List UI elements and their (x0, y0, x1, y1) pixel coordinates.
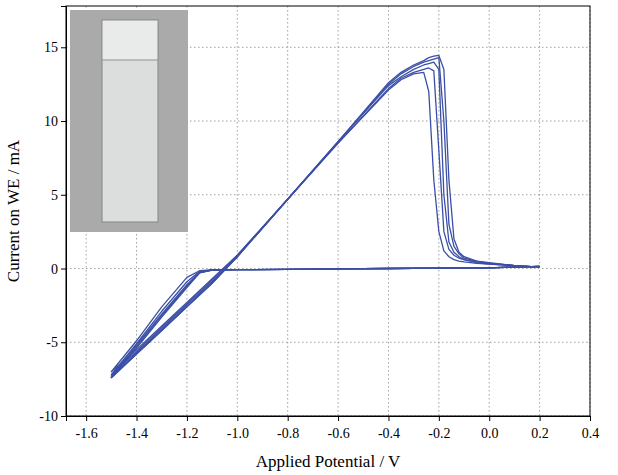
inset-photo (70, 10, 188, 232)
y-axis: -10 -5 0 5 10 15 (39, 7, 66, 424)
y-tick-mark (61, 416, 66, 417)
x-tick-label: -0.2 (428, 426, 450, 441)
y-tick: 5 (51, 188, 66, 203)
x-tick: 0.0 (481, 416, 499, 441)
grid (66, 6, 590, 416)
x-tick: -1.4 (126, 416, 148, 441)
x-tick-label: -0.6 (327, 426, 349, 441)
x-tick: -1.2 (176, 416, 198, 441)
y-tick: 0 (51, 261, 66, 276)
photo-background (70, 10, 188, 232)
x-tick-label: 0.2 (531, 426, 549, 441)
y-tick: -5 (46, 335, 66, 350)
x-tick: -0.6 (327, 416, 349, 441)
y-tick: -10 (39, 409, 66, 424)
grid-line-x (338, 6, 339, 416)
y-tick-mark (61, 121, 66, 122)
y-axis-title: Current on WE / mA (4, 139, 23, 282)
plot: -1.6 -1.4 -1.2 -1.0 -0.8 -0.6 -0.4 -0.2 0.0 0.2 0.… (39, 6, 599, 441)
x-tick-label: -0.4 (378, 426, 400, 441)
x-tick: -0.8 (277, 416, 299, 441)
y-tick-label: -10 (39, 409, 58, 424)
x-tick: 0.4 (582, 416, 600, 441)
x-tick-label: -1.2 (176, 426, 198, 441)
y-tick-label: 15 (44, 40, 58, 55)
x-tick-mark (86, 416, 87, 421)
x-tick-label: -1.4 (126, 426, 148, 441)
x-tick: -1.6 (76, 416, 98, 441)
x-tick: -0.2 (428, 416, 450, 441)
x-tick-mark (288, 416, 289, 421)
grid-line-x (287, 6, 288, 416)
x-tick-mark (439, 416, 440, 421)
y-tick-label: 5 (51, 188, 58, 203)
x-tick-label: -0.8 (277, 426, 299, 441)
y-tick-mark (61, 47, 66, 48)
x-axis: -1.6 -1.4 -1.2 -1.0 -0.8 -0.6 -0.4 -0.2 0.0 0.2 0.… (67, 416, 600, 441)
slide-top (102, 20, 158, 60)
grid-line-x (539, 6, 540, 416)
y-tick: 15 (44, 40, 66, 55)
x-tick-mark (187, 416, 188, 421)
x-axis-line (67, 417, 591, 422)
y-tick-mark (61, 342, 66, 343)
x-tick: -0.4 (378, 416, 400, 441)
y-tick-mark (61, 269, 66, 270)
y-tick-label: -5 (46, 335, 58, 350)
y-tick-label: 0 (51, 261, 58, 276)
chart: -1.6 -1.4 -1.2 -1.0 -0.8 -0.6 -0.4 -0.2 0.0 0.2 0.… (0, 0, 618, 475)
x-tick: -1.0 (227, 416, 249, 441)
y-tick-label: 10 (44, 114, 58, 129)
x-tick: 0.2 (531, 416, 549, 441)
x-tick-mark (489, 416, 490, 421)
x-tick-mark (540, 416, 541, 421)
plot-frame (66, 6, 590, 416)
y-tick: 10 (44, 114, 66, 129)
x-tick-label: -1.6 (76, 426, 98, 441)
x-tick-label: -1.0 (227, 426, 249, 441)
x-tick-label: 0.4 (582, 426, 600, 441)
grid-line-x (489, 6, 490, 416)
x-axis-title: Applied Potential / V (256, 452, 401, 471)
x-tick-mark (590, 416, 591, 421)
y-tick-mark (61, 195, 66, 196)
glass-slide (102, 20, 158, 222)
grid-line-x (388, 6, 389, 416)
x-tick-mark (237, 416, 238, 421)
x-tick-mark (388, 416, 389, 421)
x-tick-mark (137, 416, 138, 421)
x-tick-mark (338, 416, 339, 421)
grid-line-x (237, 6, 238, 416)
x-tick-label: 0.0 (481, 426, 499, 441)
